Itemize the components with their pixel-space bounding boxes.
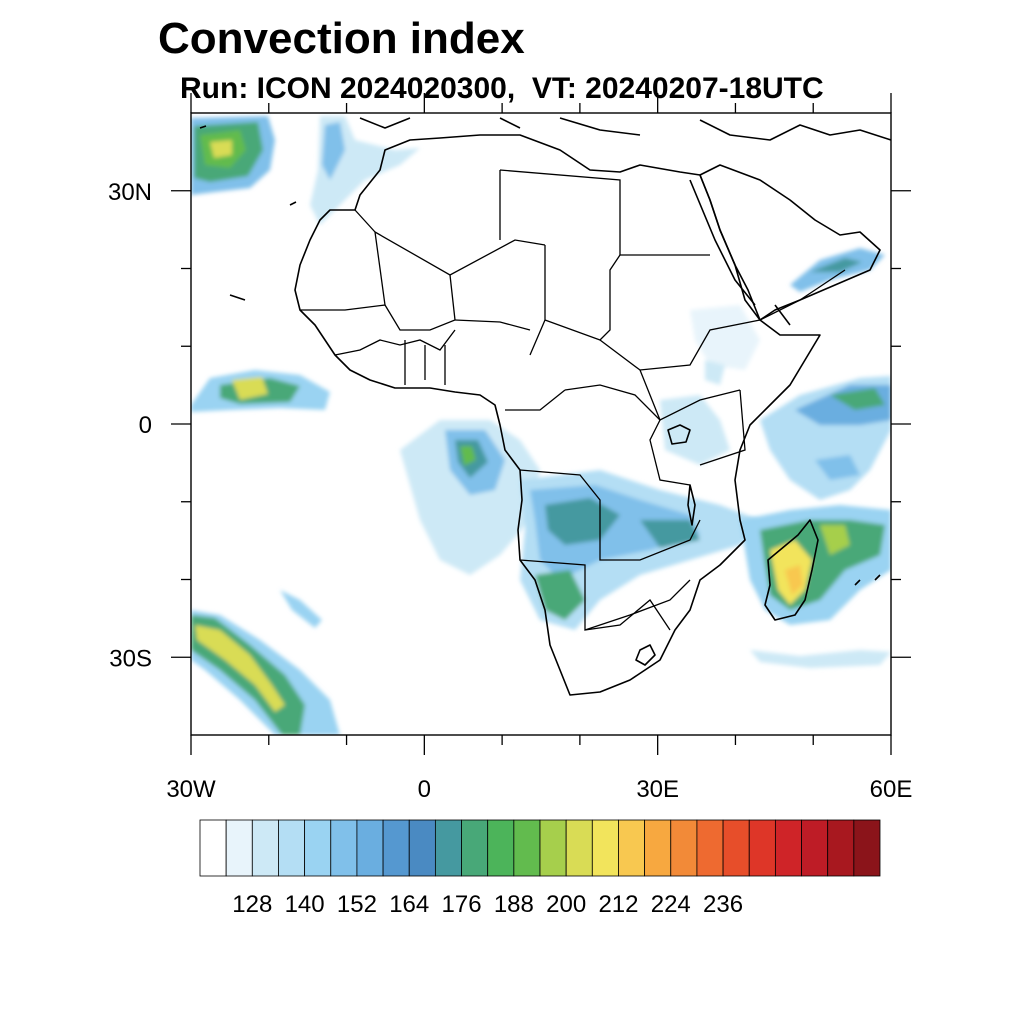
colorbar-swatch (801, 819, 829, 877)
colorbar-swatch (304, 819, 332, 877)
colorbar-swatch (591, 819, 619, 877)
colorbar-label: 176 (442, 891, 482, 918)
field-southern-africa (520, 470, 760, 630)
colorbar-swatch (565, 819, 593, 877)
map-title: Convection index (158, 14, 525, 63)
field-south-atlantic (191, 610, 340, 735)
field-minor-streaks (280, 360, 891, 668)
colorbar-swatch (513, 819, 541, 877)
field-arabia (790, 248, 885, 292)
colorbar-swatch (278, 819, 306, 877)
field-north-atlantic (191, 116, 275, 195)
field-madagascar (740, 505, 891, 625)
colorbar-swatch (434, 819, 462, 877)
y-tick-label: 0 (139, 412, 152, 439)
colorbar-label: 128 (232, 891, 272, 918)
colorbar-swatch (487, 819, 515, 877)
colorbar-label: 188 (494, 891, 534, 918)
colorbar-swatch (670, 819, 698, 877)
colorbar-label: 152 (337, 891, 377, 918)
colorbar (199, 819, 881, 877)
y-tick-label: 30N (108, 179, 152, 206)
colorbar-swatch (722, 819, 750, 877)
colorbar-labels: 128 140 152 164 176 188 200 212 224 236 (232, 891, 743, 918)
colorbar-swatch (644, 819, 672, 877)
country-borders (300, 169, 846, 631)
colorbar-label: 236 (703, 891, 743, 918)
axis-tick-labels: 30W 0 30E 60E 30N 0 30S (108, 179, 912, 803)
colorbar-swatch (251, 819, 279, 877)
axis-ticks (171, 93, 911, 755)
map-subtitle: Run: ICON 2024020300, VT: 20240207-18UTC (180, 72, 824, 105)
colorbar-swatch (618, 819, 646, 877)
coastlines (199, 117, 891, 696)
colorbar-swatch (199, 819, 227, 877)
field-nw-africa (310, 116, 420, 225)
colorbar-swatch (461, 819, 489, 877)
colorbar-swatch (356, 819, 384, 877)
x-tick-label: 0 (418, 776, 431, 803)
colorbar-swatch (696, 819, 724, 877)
x-tick-label: 30W (166, 776, 216, 803)
field-equatorial-atlantic (191, 370, 330, 412)
colorbar-swatch (382, 819, 410, 877)
field-east-africa (660, 305, 760, 465)
field-indian-ocean (760, 376, 891, 500)
colorbar-swatch (853, 819, 881, 877)
y-tick-label: 30S (109, 645, 152, 672)
x-tick-label: 30E (636, 776, 679, 803)
colorbar-swatch (330, 819, 358, 877)
colorbar-label: 212 (598, 891, 638, 918)
colorbar-swatch (225, 819, 253, 877)
convection-field (191, 116, 891, 735)
colorbar-label: 200 (546, 891, 586, 918)
colorbar-swatch (827, 819, 855, 877)
field-gulf-of-guinea (400, 420, 540, 575)
colorbar-swatch (408, 819, 436, 877)
colorbar-swatch (539, 819, 567, 877)
x-tick-label: 60E (870, 776, 913, 803)
colorbar-swatch (748, 819, 776, 877)
colorbar-label: 164 (389, 891, 429, 918)
colorbar-label: 224 (651, 891, 691, 918)
colorbar-label: 140 (285, 891, 325, 918)
colorbar-swatch (774, 819, 802, 877)
